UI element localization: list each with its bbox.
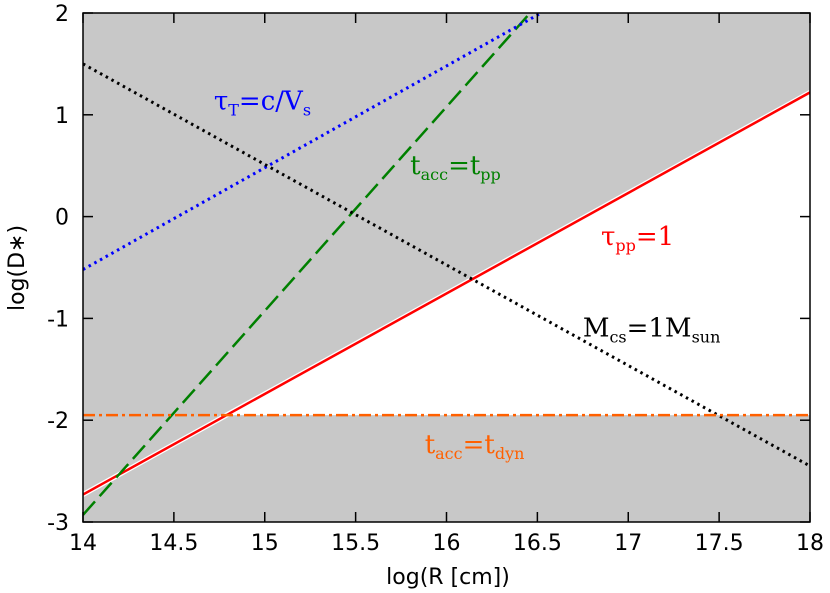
tau-pp-line xyxy=(83,91,810,496)
plot-area xyxy=(83,13,810,522)
x-tick-label: 15.5 xyxy=(331,531,380,556)
y-tick-label: 2 xyxy=(55,2,69,27)
x-tick-label: 16.5 xyxy=(513,531,562,556)
x-tick-label: 14.5 xyxy=(149,531,198,556)
mcs-line xyxy=(83,62,810,468)
y-tick-label: 0 xyxy=(55,206,69,231)
annotation-mcs: Mcs=1Msun xyxy=(583,314,721,347)
x-tick-label: 14 xyxy=(69,531,97,556)
y-tick-label: 1 xyxy=(55,104,69,129)
x-tick-label: 15 xyxy=(251,531,279,556)
tau-t-line xyxy=(83,13,542,271)
tacc-tpp-line xyxy=(83,13,532,516)
y-tick-label: -1 xyxy=(47,307,69,332)
x-tick-label: 17 xyxy=(614,531,642,556)
x-tick-label: 16 xyxy=(433,531,461,556)
x-tick-label: 17.5 xyxy=(695,531,744,556)
y-axis-label: log(D∗) xyxy=(5,225,30,311)
annotation-tau-pp: τpp=1 xyxy=(601,222,674,255)
y-tick-label: -2 xyxy=(47,409,69,434)
annotation-tacc-tpp: tacc=tpp xyxy=(410,151,501,184)
x-tick-label: 18 xyxy=(796,531,824,556)
y-tick-label: -3 xyxy=(47,511,69,536)
x-axis-label: log(R [cm]) xyxy=(386,565,510,590)
annotation-tau-t: τT=c/Vs xyxy=(214,87,311,120)
annotation-tacc-tdyn: tacc=tdyn xyxy=(425,430,525,463)
annotations: τT=c/Vs tacc=tpp τpp=1 Mcs=1Msun tacc=tdyn xyxy=(214,87,721,463)
axes: 14 14.5 15 15.5 16 16.5 17 17.5 18 -3 -2 -1 0 1 2 xyxy=(47,2,824,556)
